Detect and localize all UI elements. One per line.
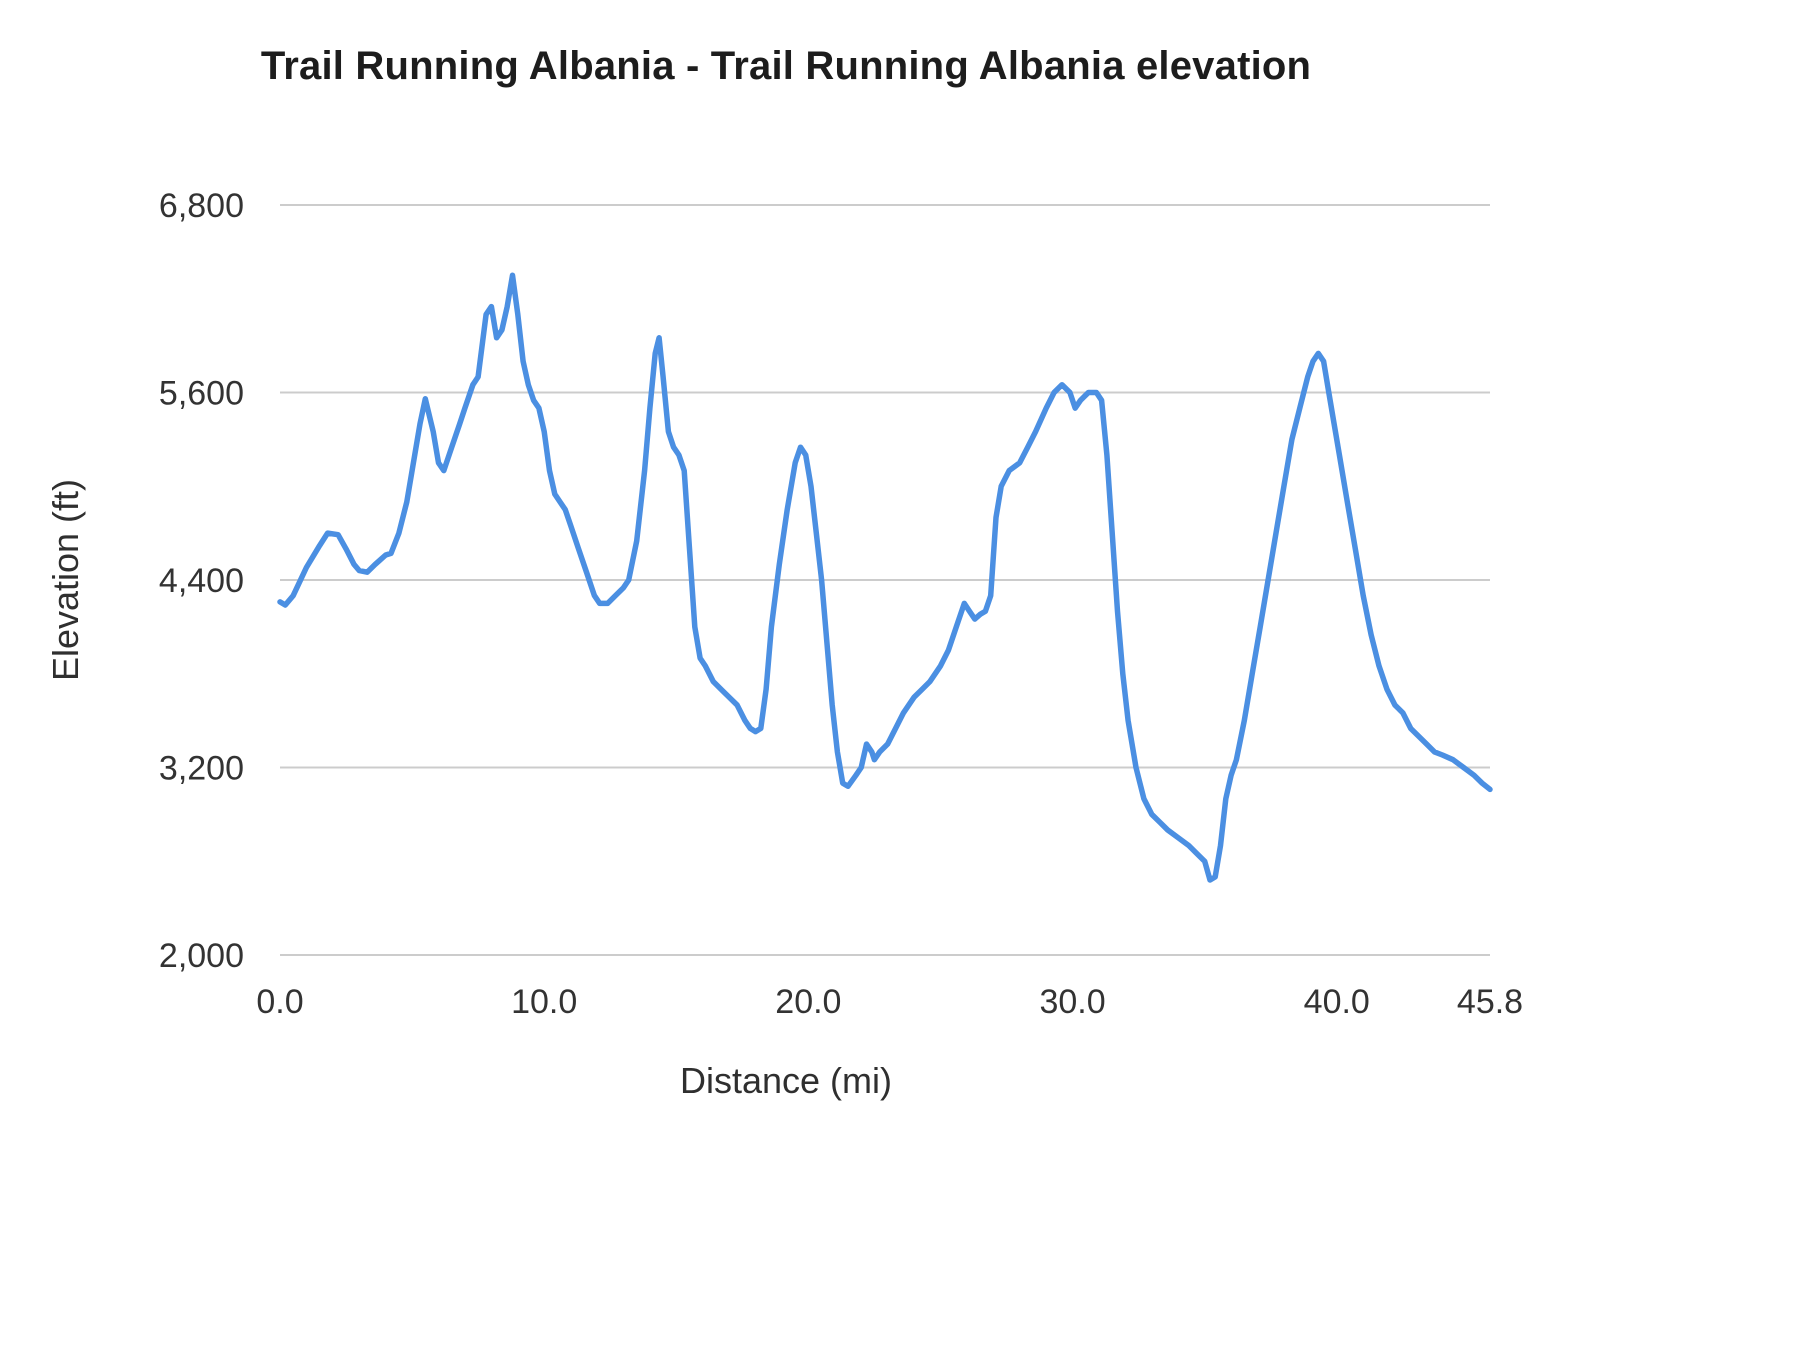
y-tick-label: 4,400 <box>159 562 244 600</box>
x-tick-label: 10.0 <box>511 983 577 1021</box>
y-tick-label: 6,800 <box>159 187 244 225</box>
x-tick-label: 40.0 <box>1304 983 1370 1021</box>
y-tick-label: 3,200 <box>159 749 244 787</box>
elevation-line <box>277 272 1493 883</box>
gridlines <box>280 204 1490 956</box>
x-tick-label: 20.0 <box>775 983 841 1021</box>
y-tick-label: 2,000 <box>159 937 244 975</box>
y-tick-label: 5,600 <box>159 374 244 412</box>
chart-title: Trail Running Albania - Trail Running Al… <box>260 44 1312 88</box>
x-tick-label: 30.0 <box>1039 983 1105 1021</box>
x-tick-label: 45.8 <box>1457 983 1523 1021</box>
x-tick-label: 0.0 <box>256 983 303 1021</box>
x-tick-labels: 0.0 10.0 20.0 30.0 40.0 45.8 <box>256 983 1523 1021</box>
x-axis-title: Distance (mi) <box>679 1060 893 1101</box>
y-tick-labels: 2,000 3,200 4,400 5,600 6,800 <box>159 187 244 975</box>
